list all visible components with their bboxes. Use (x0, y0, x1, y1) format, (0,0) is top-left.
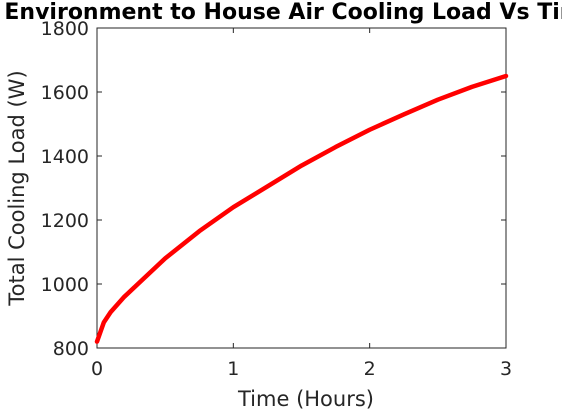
y-tick-label: 1600 (41, 82, 89, 104)
tick-labels: 0 1 2 3 800 1000 1200 1400 1600 1800 (41, 18, 512, 380)
cooling-load-line (94, 73, 509, 344)
plot-series (94, 73, 509, 344)
x-axis-title: Time (Hours) (237, 387, 374, 411)
x-tick-label: 3 (500, 358, 512, 380)
y-tick-label: 1800 (41, 18, 89, 40)
x-tick-label: 2 (364, 358, 376, 380)
y-tick-label: 800 (53, 338, 89, 360)
axes (96, 27, 507, 349)
y-tick-label: 1200 (41, 210, 89, 232)
plot-box (96, 27, 507, 349)
y-tick-label: 1000 (41, 274, 89, 296)
x-tick-label: 1 (227, 358, 239, 380)
y-axis-title: Total Cooling Load (W) (5, 70, 29, 306)
chart-title: Environment to House Air Cooling Load Vs… (4, 0, 562, 25)
y-tick-label: 1400 (41, 146, 89, 168)
x-tick-label: 0 (91, 358, 103, 380)
